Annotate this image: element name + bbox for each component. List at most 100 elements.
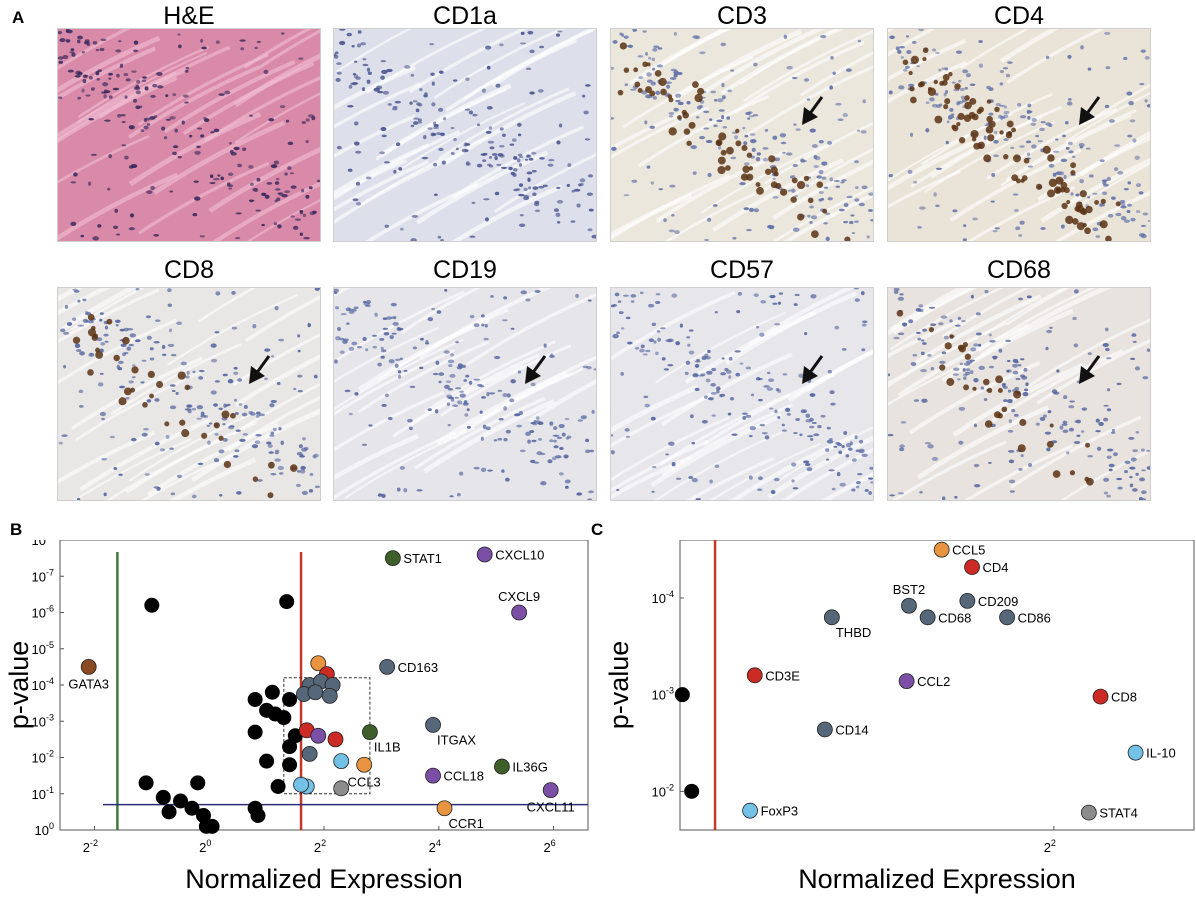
y-tick-label: 10-3 <box>652 686 674 703</box>
histology-image <box>57 287 321 501</box>
x-tick-label: 24 <box>429 838 441 855</box>
data-point <box>901 597 917 614</box>
x-tick-label: 20 <box>199 838 211 855</box>
data-point <box>293 776 309 793</box>
data-point <box>301 745 318 762</box>
point-label: CCL5 <box>952 543 985 558</box>
panel-label-a: A <box>12 8 25 27</box>
data-point <box>959 593 976 609</box>
data-point <box>184 800 200 816</box>
data-point <box>476 546 493 563</box>
data-point <box>333 753 350 770</box>
point-label: ITGAX <box>437 732 476 747</box>
data-point <box>144 597 160 613</box>
scatter-plot-c: 10-4 10-3 10-2 22 CCL5 CD4 BST2 CD209 THBD CD68 CD… <box>604 540 1195 894</box>
point-label: CCR1 <box>449 816 484 831</box>
data-point <box>247 692 263 707</box>
data-point <box>436 800 453 817</box>
stain-title: CD68 <box>987 256 1051 284</box>
data-point <box>823 609 840 626</box>
data-point <box>384 550 401 567</box>
stain-title: CD19 <box>433 256 497 284</box>
data-point <box>250 808 266 823</box>
point-label: IL-10 <box>1146 746 1176 761</box>
y-axis-label: p-value <box>4 641 34 730</box>
y-tick-label: 10-4 <box>652 589 674 606</box>
point-label: CD163 <box>398 660 438 675</box>
data-point <box>282 757 298 773</box>
point-label: CD68 <box>938 610 971 625</box>
histology-image <box>887 287 1151 501</box>
y-tick-label: 10-7 <box>32 567 54 584</box>
stain-title: CD57 <box>710 256 774 284</box>
scatter-plot-b: 10-8 10-7 10-6 10-5 10-4 10-3 10-2 10-1 100 2-2 20… <box>4 540 589 894</box>
x-tick-label: 26 <box>543 838 555 855</box>
data-point <box>327 731 344 748</box>
stain-title: H&E <box>163 2 215 30</box>
point-label: CD209 <box>978 594 1018 609</box>
point-label: BST2 <box>893 582 926 597</box>
data-point <box>964 559 980 575</box>
panel-label-c: C <box>591 520 604 539</box>
histology-image <box>610 287 874 501</box>
point-label: CCL18 <box>444 769 484 784</box>
point-label: CXCL9 <box>498 589 540 604</box>
arrow-icon <box>1079 96 1101 125</box>
data-point <box>816 721 833 738</box>
plot-frame <box>679 540 1195 831</box>
data-point <box>1127 744 1144 761</box>
data-point <box>276 710 292 726</box>
stain-title: CD4 <box>993 2 1044 30</box>
data-point <box>379 658 396 675</box>
data-point <box>933 541 950 558</box>
x-tick-label: 22 <box>314 838 326 855</box>
point-label: STAT4 <box>1099 806 1138 821</box>
data-point <box>684 783 700 799</box>
data-point <box>80 658 97 675</box>
data-point <box>321 687 338 704</box>
data-point <box>333 780 350 797</box>
point-label: FoxP3 <box>761 804 799 819</box>
point-label: THBD <box>836 625 871 640</box>
zoom-box <box>283 677 371 795</box>
data-point <box>356 756 373 773</box>
point-label: CXCL11 <box>527 800 575 815</box>
data-point <box>138 775 154 791</box>
point-label: CD4 <box>983 560 1009 575</box>
y-tick-label: 10-2 <box>652 782 674 799</box>
stain-title: CD3 <box>716 2 767 30</box>
histology-image <box>333 287 597 501</box>
histology-image <box>887 28 1151 242</box>
data-point <box>1092 688 1109 705</box>
data-point <box>1080 804 1097 821</box>
data-point <box>494 758 510 775</box>
histology-image <box>610 28 874 242</box>
point-label: CD8 <box>1111 690 1137 705</box>
y-tick-label: 10-1 <box>32 785 54 802</box>
y-tick-label: 10-2 <box>32 749 54 766</box>
arrow-icon <box>802 96 824 125</box>
data-point <box>746 667 763 684</box>
y-axis-label: p-value <box>604 641 634 730</box>
data-point <box>310 727 327 744</box>
y-tick-label: 10-6 <box>32 604 54 621</box>
data-point <box>161 804 177 820</box>
y-tick-label: 10-3 <box>32 712 54 729</box>
arrow-icon <box>1079 355 1101 384</box>
data-point <box>155 789 171 805</box>
panel-label-b: B <box>10 520 23 539</box>
data-point <box>511 604 528 621</box>
data-point <box>307 684 324 701</box>
x-axis-label: Normalized Expression <box>185 864 463 894</box>
data-point <box>270 779 286 794</box>
data-point <box>674 687 690 703</box>
x-tick-label: 2-2 <box>83 838 98 855</box>
data-point <box>898 673 915 690</box>
point-label: IL36G <box>512 760 547 775</box>
stain-title: CD8 <box>163 256 214 284</box>
data-point <box>742 802 758 819</box>
point-label: GATA3 <box>68 676 109 691</box>
data-point <box>919 609 936 626</box>
data-point <box>279 594 295 610</box>
arrow-icon <box>525 355 547 384</box>
